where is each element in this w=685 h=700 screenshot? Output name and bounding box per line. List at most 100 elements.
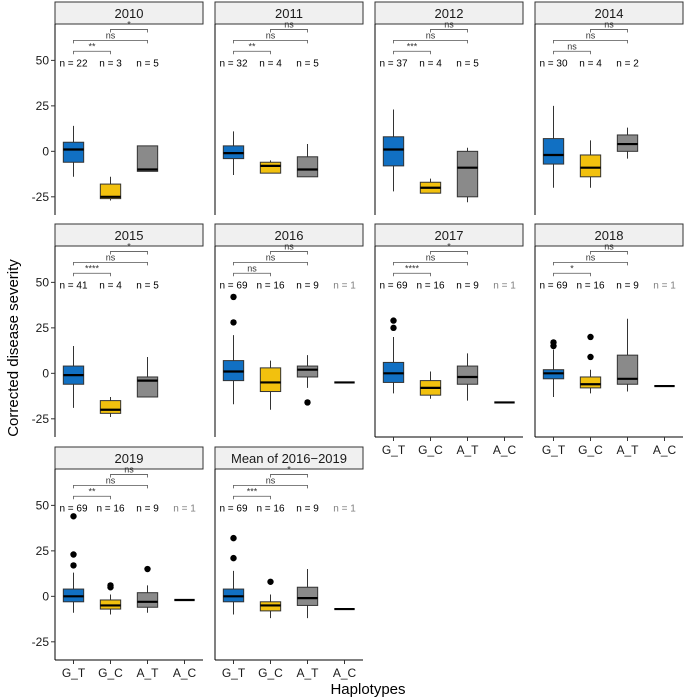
- box-a-t: [136, 145, 159, 172]
- comparison-label: ns: [247, 263, 257, 273]
- comparison-label: ns: [586, 30, 596, 40]
- box-g-c: [579, 154, 602, 178]
- x-tick-label-a-t: A_T: [456, 443, 479, 457]
- panel-2015: 2015 -25 0 25 50 n = 41 n = 4 n = 5 **** ns *: [32, 223, 204, 437]
- n-label-a-c: n = 1: [333, 504, 356, 515]
- comparison-label: ns: [106, 475, 116, 485]
- strip-title-2015: 2015: [115, 228, 144, 243]
- panel-mean-of-2016-2019: Mean of 2016−2019 G_T G_C A_T A_C n = 69 n = 1…: [214, 446, 364, 680]
- outlier-g-t: [70, 513, 77, 520]
- comparison-label: ns: [124, 464, 134, 474]
- strip-title-2012: 2012: [435, 6, 464, 21]
- n-label-g-c: n = 16: [256, 504, 285, 515]
- comparison-label: ns: [444, 19, 454, 29]
- box-a-t: [456, 365, 479, 385]
- strip-title-mean-of-2016-2019: Mean of 2016−2019: [231, 451, 347, 466]
- x-tick-label-a-t: A_T: [616, 443, 639, 457]
- n-label-g-c: n = 4: [259, 59, 282, 70]
- box-g-c: [99, 183, 122, 200]
- comparison-label: *: [127, 241, 131, 251]
- n-label-g-t: n = 69: [379, 281, 408, 292]
- comparison-bracket: [233, 495, 271, 500]
- y-tick-label: -25: [32, 635, 50, 649]
- outlier-g-t: [390, 324, 397, 332]
- x-tick-label-g-c: G_C: [578, 443, 603, 457]
- box-a-t: [456, 150, 479, 198]
- box-a-t: [616, 354, 639, 385]
- y-tick-label: 25: [36, 99, 50, 113]
- y-tick-label: -25: [32, 190, 50, 204]
- n-label-g-c: n = 16: [576, 281, 605, 292]
- box-g-t: [542, 138, 565, 165]
- comparison-label: ns: [426, 252, 436, 262]
- comparison-bracket: [110, 251, 148, 255]
- n-label-a-t: n = 9: [616, 281, 639, 292]
- comparison-bracket: [110, 474, 148, 478]
- comparison-label: ns: [284, 19, 294, 29]
- strip-title-2018: 2018: [595, 228, 624, 243]
- box-g-c: [259, 161, 282, 174]
- strip-2017: [374, 223, 524, 247]
- outlier-g-c: [587, 333, 594, 341]
- comparison-bracket: [270, 251, 308, 255]
- comparison-bracket: [553, 261, 628, 266]
- box-g-t: [382, 136, 405, 167]
- x-tick-label-a-c: A_C: [493, 443, 517, 457]
- comparison-bracket: [430, 251, 468, 255]
- comparison-label: ***: [247, 486, 258, 496]
- comparison-bracket: [233, 39, 308, 44]
- n-label-g-t: n = 41: [59, 281, 88, 292]
- n-label-g-c: n = 16: [96, 504, 125, 515]
- comparison-bracket: [553, 50, 591, 55]
- box-g-t: [62, 141, 85, 163]
- y-tick-label: 25: [36, 321, 50, 335]
- comparison-label: *: [570, 263, 574, 273]
- comparison-bracket: [233, 484, 308, 489]
- y-tick-label: 50: [36, 53, 50, 67]
- comparison-bracket: [73, 484, 148, 489]
- outlier-a-t: [304, 399, 311, 406]
- comparison-bracket: [393, 272, 431, 277]
- comparison-bracket: [73, 261, 148, 266]
- x-tick-label-a-c: A_C: [653, 443, 677, 457]
- n-label-g-t: n = 22: [59, 59, 88, 70]
- y-tick-label: 50: [36, 275, 50, 289]
- comparison-label: ns: [426, 30, 436, 40]
- n-label-g-c: n = 4: [579, 59, 602, 70]
- n-label-g-c: n = 3: [99, 59, 122, 70]
- box-a-t: [136, 592, 159, 608]
- strip-title-2017: 2017: [435, 228, 464, 243]
- comparison-bracket: [270, 474, 308, 478]
- comparison-bracket: [590, 251, 628, 255]
- comparison-bracket: [553, 39, 628, 44]
- comparison-label: **: [248, 41, 256, 51]
- box-g-c: [259, 367, 282, 393]
- n-label-g-t: n = 37: [379, 59, 408, 70]
- n-label-a-t: n = 9: [296, 281, 319, 292]
- y-axis-title: Corrected disease severity: [5, 259, 22, 437]
- comparison-bracket: [73, 272, 111, 277]
- comparison-label: ns: [106, 252, 116, 262]
- y-tick-label: 0: [42, 144, 49, 158]
- outlier-g-t: [230, 534, 237, 542]
- comparison-bracket: [430, 29, 468, 33]
- outlier-g-c: [267, 578, 274, 585]
- comparison-label: **: [88, 486, 96, 496]
- outlier-g-t: [70, 551, 77, 558]
- y-tick-label: 0: [42, 589, 49, 603]
- comparison-bracket: [393, 39, 468, 44]
- x-tick-label-g-c: G_C: [418, 443, 443, 457]
- x-tick-label-g-c: G_C: [98, 666, 123, 680]
- x-tick-label-g-t: G_T: [542, 443, 566, 457]
- strip-2012: [374, 1, 524, 25]
- comparison-bracket: [110, 29, 148, 33]
- n-label-g-t: n = 69: [219, 504, 248, 515]
- y-tick-label: 50: [36, 498, 50, 512]
- box-a-t: [296, 156, 319, 178]
- box-g-c: [579, 376, 602, 389]
- panel-2010: 2010 -25 0 25 50 n = 22 n = 3 n = 5 ** ns *: [32, 1, 204, 215]
- x-tick-label-a-c: A_C: [333, 666, 357, 680]
